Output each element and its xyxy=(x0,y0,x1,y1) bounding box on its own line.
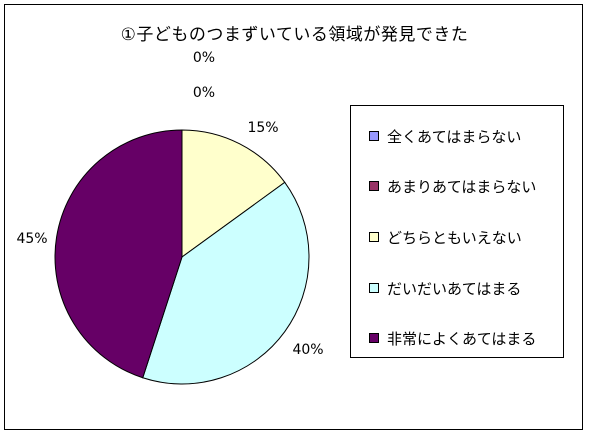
legend-item-2: あまりあてはまらない xyxy=(369,176,536,196)
data-label-5: 45% xyxy=(16,231,47,247)
legend-swatch xyxy=(369,333,379,343)
legend-swatch xyxy=(369,181,379,191)
legend-label: 全くあてはまらない xyxy=(387,127,522,146)
pie-slice-3 xyxy=(181,129,286,258)
pie-slice-5 xyxy=(54,129,183,379)
legend-item-1: 全くあてはまらない xyxy=(369,126,521,146)
legend: 全くあてはまらない あまりあてはまらない どちらともいえない だいだいあてはまる 非常に… xyxy=(350,105,564,358)
legend-label: だいだいあてはまる xyxy=(387,279,522,298)
legend-item-5: 非常によくあてはまる xyxy=(369,328,536,348)
data-label-4: 40% xyxy=(292,342,323,358)
legend-item-3: どちらともいえない xyxy=(369,227,522,247)
legend-swatch xyxy=(369,232,379,242)
data-label-3: 15% xyxy=(247,120,278,136)
pie-slice-4 xyxy=(142,181,310,385)
legend-label: どちらともいえない xyxy=(387,228,522,247)
legend-label: あまりあてはまらない xyxy=(387,177,537,196)
legend-swatch xyxy=(369,283,379,293)
legend-swatch xyxy=(369,131,379,141)
data-label-2: 0% xyxy=(193,85,215,101)
legend-label: 非常によくあてはまる xyxy=(387,329,537,348)
data-label-1: 0% xyxy=(193,50,215,66)
legend-item-4: だいだいあてはまる xyxy=(369,278,521,298)
chart-title: ①子どものつまずいている領域が発見できた xyxy=(120,25,469,45)
